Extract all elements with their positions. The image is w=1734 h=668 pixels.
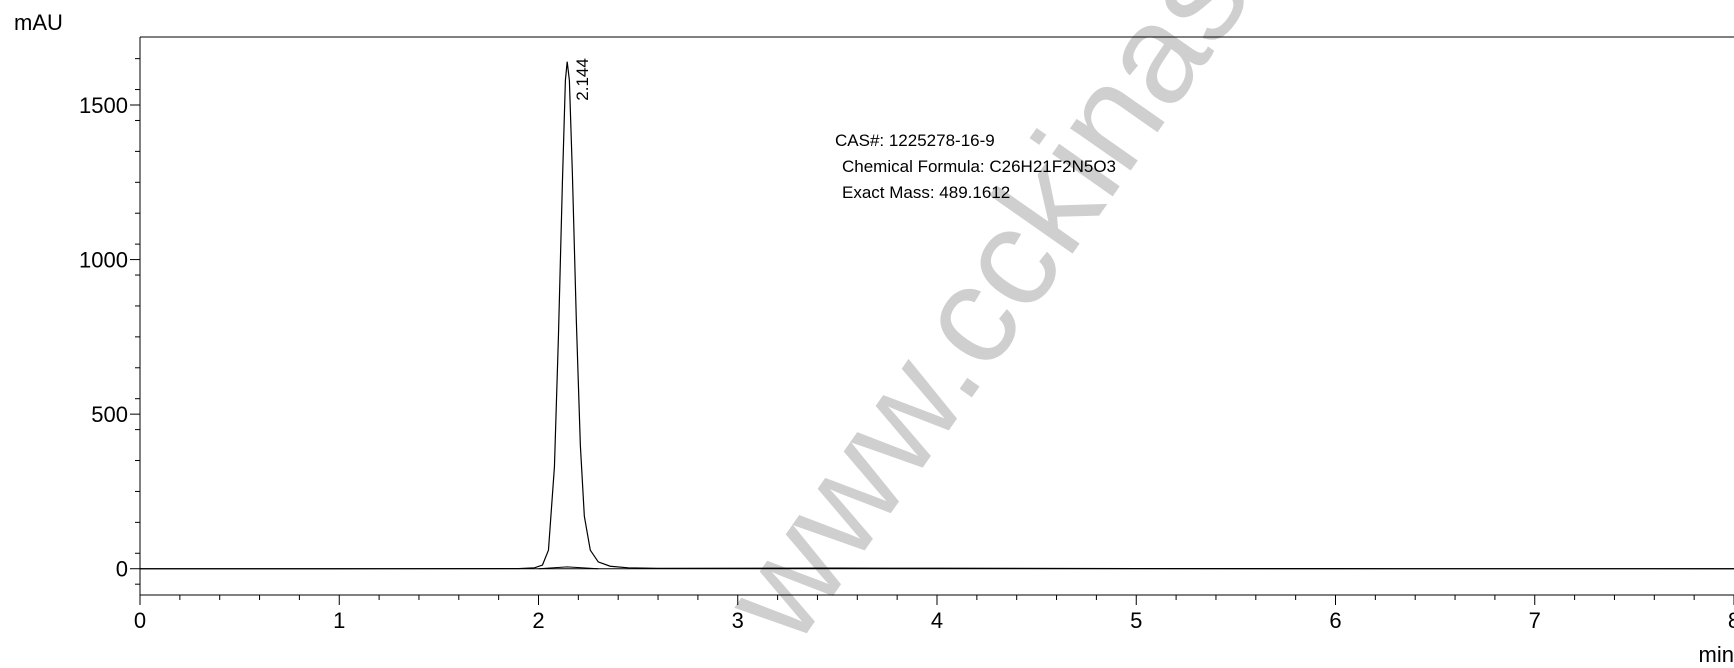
ticks: 0 1 2 3 4 5 6 7 8 0 500 1000 1500 — [79, 58, 1734, 633]
x-tick-label: 3 — [732, 608, 744, 633]
y-tick-label: 1500 — [79, 93, 128, 118]
x-tick-label: 5 — [1130, 608, 1142, 633]
integration-baseline — [538, 566, 599, 570]
trace-layer: 2.144 — [140, 58, 1734, 570]
x-tick-label: 4 — [931, 608, 943, 633]
peak-rt-label: 2.144 — [573, 58, 592, 101]
x-tick-label: 0 — [134, 608, 146, 633]
y-tick-label: 500 — [91, 402, 128, 427]
x-tick-label: 7 — [1529, 608, 1541, 633]
chemical-formula: Chemical Formula: C26H21F2N5O3 — [842, 157, 1116, 176]
x-tick-label: 2 — [532, 608, 544, 633]
exact-mass: Exact Mass: 489.1612 — [842, 183, 1010, 202]
x-axis-unit-label: min — [1699, 642, 1734, 667]
cas-number: CAS#: 1225278-16-9 — [835, 131, 995, 150]
chromatogram-trace — [140, 61, 1734, 570]
compound-info: CAS#: 1225278-16-9 Chemical Formula: C26… — [835, 131, 1116, 202]
y-axis-unit-label: mAU — [14, 10, 63, 35]
y-tick-label: 0 — [116, 557, 128, 582]
y-tick-label: 1000 — [79, 248, 128, 273]
x-tick-label: 6 — [1329, 608, 1341, 633]
x-tick-label: 1 — [333, 608, 345, 633]
x-tick-label: 8 — [1728, 608, 1734, 633]
